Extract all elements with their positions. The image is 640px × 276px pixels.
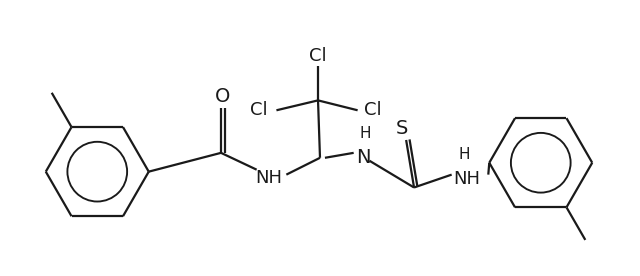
Text: Cl: Cl (364, 101, 381, 119)
Text: NH: NH (453, 169, 480, 188)
Text: Cl: Cl (250, 101, 268, 119)
Text: Cl: Cl (309, 47, 327, 65)
Text: H: H (459, 147, 470, 162)
Text: N: N (356, 148, 371, 167)
Text: H: H (360, 126, 371, 140)
Text: O: O (215, 87, 230, 106)
Text: NH: NH (255, 169, 282, 187)
Text: S: S (396, 119, 408, 138)
